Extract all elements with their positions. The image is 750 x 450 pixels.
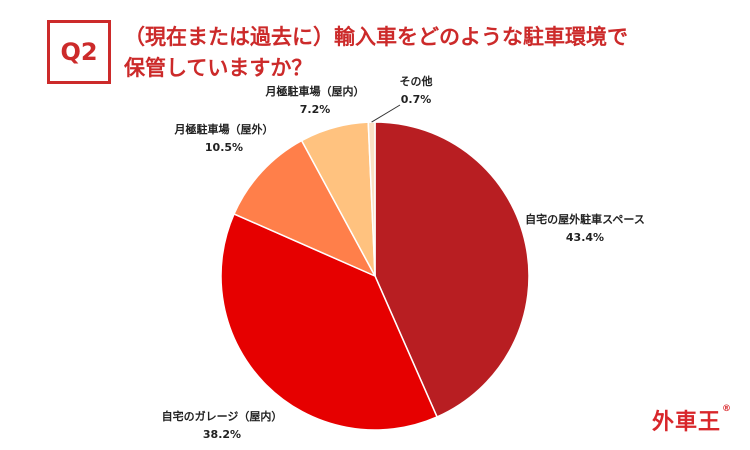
slice-value-label: 43.4% <box>566 231 604 244</box>
slice-label: その他 <box>400 74 433 88</box>
leader-line <box>371 104 401 123</box>
slice-value-label: 10.5% <box>205 141 243 154</box>
slice-monthly-outdoor <box>233 139 377 278</box>
slice-label: 自宅の屋外駐車スペース <box>525 212 645 226</box>
slice-value-label: 38.2% <box>203 428 241 441</box>
brand-logo-text: 外車王 <box>652 410 722 435</box>
registered-mark: ® <box>722 404 733 414</box>
question-title-line2: 保管していますか？ <box>124 56 313 80</box>
slice-label: 月極駐車場（屋内） <box>265 84 365 98</box>
question-title: （現在または過去に）輸入車をどのような駐車環境で 保管していますか？ <box>124 22 724 84</box>
slice-outdoor-home-parking <box>374 121 530 418</box>
slice-label: 月極駐車場（屋外） <box>174 122 274 136</box>
slice-label: 自宅のガレージ（屋内） <box>162 409 283 423</box>
question-badge: Q2 <box>47 20 111 84</box>
question-title-line1: （現在または過去に）輸入車をどのような駐車環境で <box>124 25 628 49</box>
slice-value-label: 0.7% <box>401 93 432 106</box>
brand-logo: 外車王® <box>652 404 732 436</box>
question-number: Q2 <box>60 38 98 66</box>
slice-value-label: 7.2% <box>300 103 331 116</box>
slice-home-garage <box>220 212 439 431</box>
